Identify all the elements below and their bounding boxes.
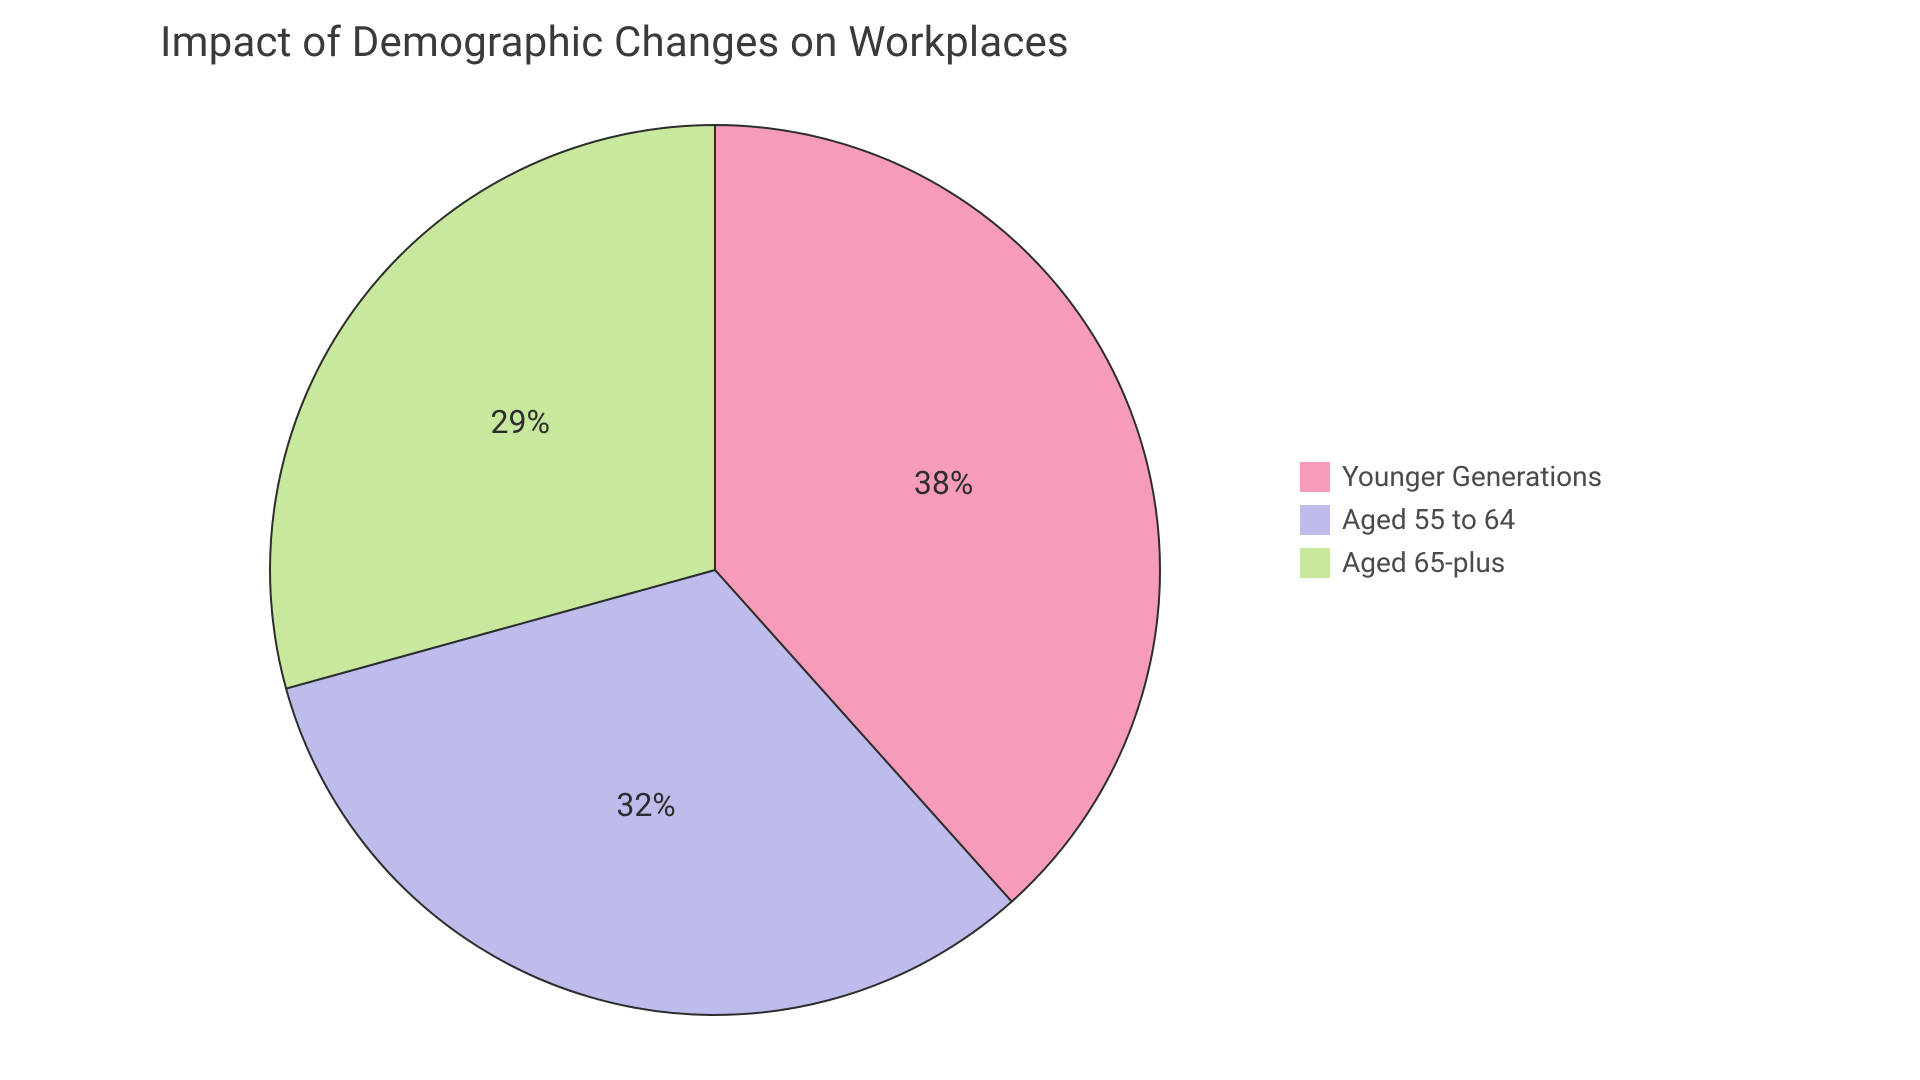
legend-label: Younger Generations	[1342, 460, 1602, 493]
legend-swatch	[1300, 548, 1330, 578]
chart-title: Impact of Demographic Changes on Workpla…	[160, 18, 1069, 67]
legend-swatch	[1300, 462, 1330, 492]
legend-label: Aged 65-plus	[1342, 546, 1505, 579]
pie-svg	[215, 110, 1215, 1060]
legend-item: Younger Generations	[1300, 460, 1602, 493]
slice-label: 38%	[914, 464, 973, 502]
slice-label: 29%	[491, 403, 550, 441]
legend: Younger Generations Aged 55 to 64 Aged 65-…	[1300, 460, 1602, 579]
legend-label: Aged 55 to 64	[1342, 503, 1515, 536]
slice-label: 32%	[616, 786, 675, 824]
chart-container: Impact of Demographic Changes on Workpla…	[0, 0, 1920, 1080]
pie-chart: 38% 32% 29%	[215, 110, 1215, 1010]
legend-item: Aged 65-plus	[1300, 546, 1602, 579]
legend-swatch	[1300, 505, 1330, 535]
legend-item: Aged 55 to 64	[1300, 503, 1602, 536]
